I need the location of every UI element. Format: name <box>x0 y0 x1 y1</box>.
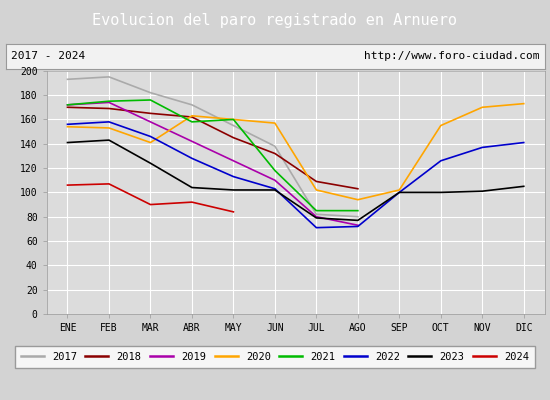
Line: 2021: 2021 <box>68 100 358 211</box>
2018 <box>64 105 71 110</box>
2023 <box>189 185 195 190</box>
2024 <box>147 202 154 207</box>
2020 <box>396 188 403 192</box>
2024 <box>64 183 71 188</box>
2019 <box>272 178 278 183</box>
2023 <box>479 189 486 194</box>
2021 <box>189 120 195 124</box>
2020 <box>106 126 112 130</box>
Line: 2018: 2018 <box>68 107 358 189</box>
2021 <box>313 208 320 213</box>
2019 <box>147 120 154 124</box>
2018 <box>106 106 112 111</box>
2022 <box>520 140 527 145</box>
2017 <box>147 90 154 95</box>
2019 <box>106 100 112 105</box>
2022 <box>272 186 278 191</box>
2023 <box>230 188 236 192</box>
2020 <box>479 105 486 110</box>
2017 <box>272 144 278 148</box>
2019 <box>64 102 71 107</box>
Line: 2024: 2024 <box>68 184 233 212</box>
2021 <box>355 208 361 213</box>
2018 <box>355 186 361 191</box>
2017 <box>313 212 320 217</box>
2020 <box>64 124 71 129</box>
2021 <box>147 98 154 102</box>
2022 <box>313 225 320 230</box>
2020 <box>520 101 527 106</box>
2023 <box>355 218 361 223</box>
2022 <box>106 120 112 124</box>
2018 <box>189 115 195 120</box>
2017 <box>106 74 112 79</box>
2018 <box>147 111 154 116</box>
2022 <box>437 158 444 163</box>
2020 <box>272 121 278 126</box>
Line: 2023: 2023 <box>68 140 524 220</box>
2020 <box>147 140 154 145</box>
2022 <box>479 145 486 150</box>
2020 <box>313 188 320 192</box>
2022 <box>396 190 403 195</box>
2019 <box>355 223 361 228</box>
2023 <box>313 216 320 220</box>
2019 <box>189 139 195 144</box>
2020 <box>355 197 361 202</box>
2024 <box>189 200 195 204</box>
2017 <box>64 77 71 82</box>
2021 <box>106 99 112 104</box>
2020 <box>230 117 236 122</box>
2021 <box>64 102 71 107</box>
2023 <box>106 138 112 142</box>
2018 <box>230 135 236 140</box>
2019 <box>313 214 320 219</box>
2017 <box>230 123 236 128</box>
Line: 2019: 2019 <box>68 102 358 225</box>
2023 <box>437 190 444 195</box>
2023 <box>147 161 154 166</box>
2024 <box>106 182 112 186</box>
Legend: 2017, 2018, 2019, 2020, 2021, 2022, 2023, 2024: 2017, 2018, 2019, 2020, 2021, 2022, 2023… <box>15 346 535 368</box>
Text: Evolucion del paro registrado en Arnuero: Evolucion del paro registrado en Arnuero <box>92 14 458 28</box>
Line: 2020: 2020 <box>68 104 524 200</box>
2017 <box>355 214 361 219</box>
2019 <box>230 158 236 163</box>
2022 <box>355 224 361 229</box>
2017 <box>189 102 195 107</box>
2023 <box>520 184 527 189</box>
2021 <box>272 168 278 173</box>
Line: 2022: 2022 <box>68 122 524 228</box>
2023 <box>272 188 278 192</box>
2022 <box>230 174 236 179</box>
2018 <box>272 151 278 156</box>
2022 <box>64 122 71 127</box>
Text: 2017 - 2024: 2017 - 2024 <box>11 52 85 62</box>
2021 <box>230 117 236 122</box>
2024 <box>230 210 236 214</box>
2022 <box>147 134 154 139</box>
2023 <box>64 140 71 145</box>
Text: http://www.foro-ciudad.com: http://www.foro-ciudad.com <box>364 52 539 62</box>
2023 <box>396 190 403 195</box>
2020 <box>189 113 195 118</box>
2022 <box>189 156 195 161</box>
2018 <box>313 179 320 184</box>
2020 <box>437 123 444 128</box>
Line: 2017: 2017 <box>68 77 358 217</box>
